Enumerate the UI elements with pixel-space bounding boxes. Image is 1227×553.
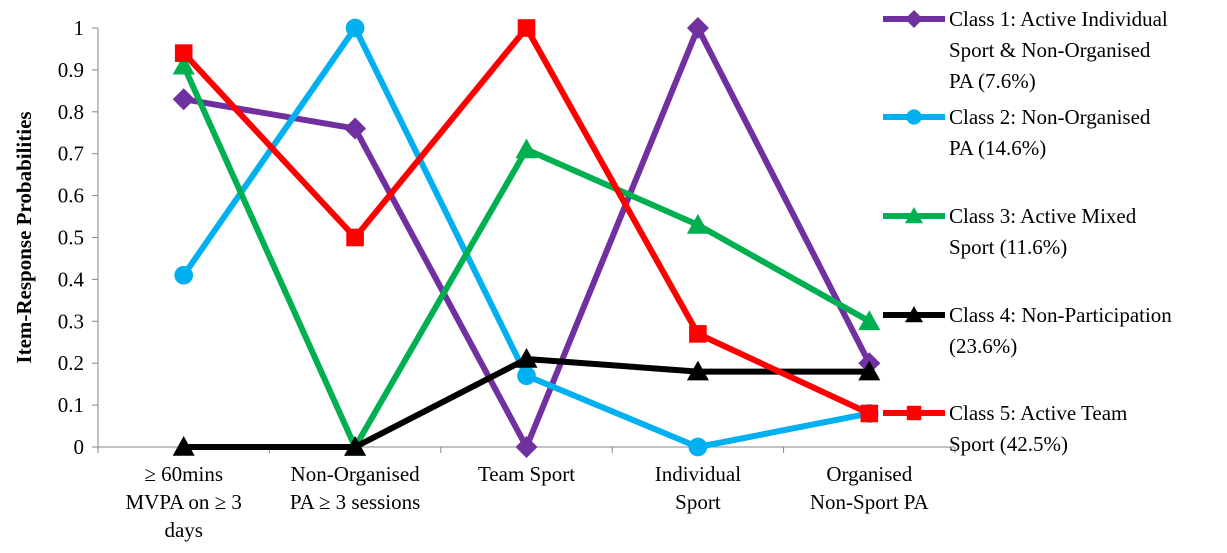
legend-item-5: Class 5: Active Team Sport (42.5%) <box>883 401 1127 456</box>
data-point-diamond <box>344 117 367 140</box>
legend: Class 1: Active Individual Sport & Non-Or… <box>883 7 1172 456</box>
y-tick-label: 1 <box>74 16 85 40</box>
data-point-square <box>346 228 364 247</box>
y-tick-label: 0 <box>74 435 85 459</box>
y-axis-label: Item-Response Probabilities <box>12 111 36 363</box>
data-point-triangle <box>858 360 881 381</box>
x-category-label-line: Individual <box>655 462 741 486</box>
data-point-diamond <box>515 436 538 458</box>
x-category-label-line: Non-Organised <box>291 462 421 486</box>
legend-item-4: Class 4: Non-Participation (23.6%) <box>883 303 1172 358</box>
y-tick-label: 0.7 <box>58 142 84 166</box>
series-1 <box>172 17 881 458</box>
data-point-circle <box>906 109 922 125</box>
data-point-triangle <box>905 306 923 323</box>
data-point-square <box>689 325 707 343</box>
y-tick-label: 0.2 <box>58 351 84 375</box>
legend-label-line: Class 1: Active Individual <box>949 7 1168 31</box>
data-point-circle <box>174 265 194 285</box>
legend-label-line: Sport (11.6%) <box>949 235 1067 259</box>
legend-label: Class 1: Active Individual Sport & Non-Or… <box>949 7 1168 93</box>
data-point-triangle <box>858 310 881 331</box>
x-category-label-line: Sport <box>675 490 721 514</box>
x-category-label-line: Team Sport <box>478 462 575 486</box>
x-category-label: Team Sport <box>478 462 575 486</box>
data-point-triangle <box>172 54 195 75</box>
legend-item-2: Class 2: Non-Organised PA (14.6%) <box>883 105 1151 160</box>
y-tick-label: 0.9 <box>58 58 84 82</box>
y-tick-label: 0.4 <box>58 267 85 291</box>
data-point-triangle <box>515 138 538 159</box>
x-category-label-line: PA ≥ 3 sessions <box>290 490 420 514</box>
data-point-triangle <box>172 436 195 456</box>
y-tick-label: 0.8 <box>58 100 84 124</box>
legend-label-line: Class 2: Non-Organised <box>949 105 1151 129</box>
x-category-label: Non-Organised PA ≥ 3 sessions <box>290 462 420 514</box>
data-point-triangle <box>905 207 923 224</box>
data-point-circle <box>688 437 708 457</box>
series-2 <box>174 18 879 457</box>
x-category-label-line: days <box>164 518 203 542</box>
data-point-diamond <box>686 17 709 39</box>
series-4 <box>172 348 881 456</box>
data-point-square <box>860 404 879 423</box>
x-category-label: ≥ 60mins MVPA on ≥ 3 days <box>126 462 242 542</box>
x-category-label: Organised Non-Sport PA <box>810 462 930 514</box>
legend-label-line: Class 3: Active Mixed <box>949 204 1137 228</box>
data-point-triangle <box>344 436 367 456</box>
legend-item-1: Class 1: Active Individual Sport & Non-Or… <box>883 7 1168 93</box>
series-5 <box>174 19 879 423</box>
data-point-triangle <box>686 213 709 234</box>
data-point-triangle <box>686 360 709 381</box>
legend-label-line: (23.6%) <box>949 334 1017 358</box>
legend-label-line: Class 5: Active Team <box>949 401 1127 425</box>
legend-label: Class 4: Non-Participation (23.6%) <box>949 303 1172 358</box>
legend-label-line: Sport (42.5%) <box>949 432 1068 456</box>
data-point-diamond <box>905 10 923 28</box>
x-category-labels: ≥ 60mins MVPA on ≥ 3 days Non-Organised PA ≥… <box>126 462 930 542</box>
data-point-circle <box>517 366 536 386</box>
legend-label-line: PA (7.6%) <box>949 69 1036 93</box>
x-category-label: Individual Sport <box>655 462 741 514</box>
y-tick-label: 0.5 <box>58 226 84 250</box>
series-group <box>172 17 881 458</box>
data-point-circle <box>345 18 365 38</box>
x-category-label-line: ≥ 60mins <box>144 462 223 486</box>
data-point-triangle <box>515 348 538 368</box>
y-tick-label: 0.6 <box>58 184 84 208</box>
legend-label: Class 5: Active Team Sport (42.5%) <box>949 401 1127 456</box>
x-category-label-line: Organised <box>826 462 912 486</box>
legend-label: Class 3: Active Mixed Sport (11.6%) <box>949 204 1137 259</box>
data-point-diamond <box>172 88 195 111</box>
data-point-square <box>906 405 922 421</box>
data-point-square <box>174 44 193 62</box>
legend-label-line: PA (14.6%) <box>949 136 1046 160</box>
legend-item-3: Class 3: Active Mixed Sport (11.6%) <box>883 204 1137 259</box>
x-category-label-line: Non-Sport PA <box>810 490 930 514</box>
legend-label-line: Sport & Non-Organised <box>949 38 1151 62</box>
data-point-square <box>517 19 536 37</box>
legend-label: Class 2: Non-Organised PA (14.6%) <box>949 105 1151 160</box>
legend-label-line: Class 4: Non-Participation <box>949 303 1172 327</box>
y-tick-labels: 0 0.1 0.2 0.3 0.4 0.5 0.6 0.7 0.8 0.9 1 <box>58 16 85 459</box>
x-category-label-line: MVPA on ≥ 3 <box>126 490 242 514</box>
y-tick-label: 0.1 <box>58 393 84 417</box>
y-tick-label: 0.3 <box>58 309 84 333</box>
